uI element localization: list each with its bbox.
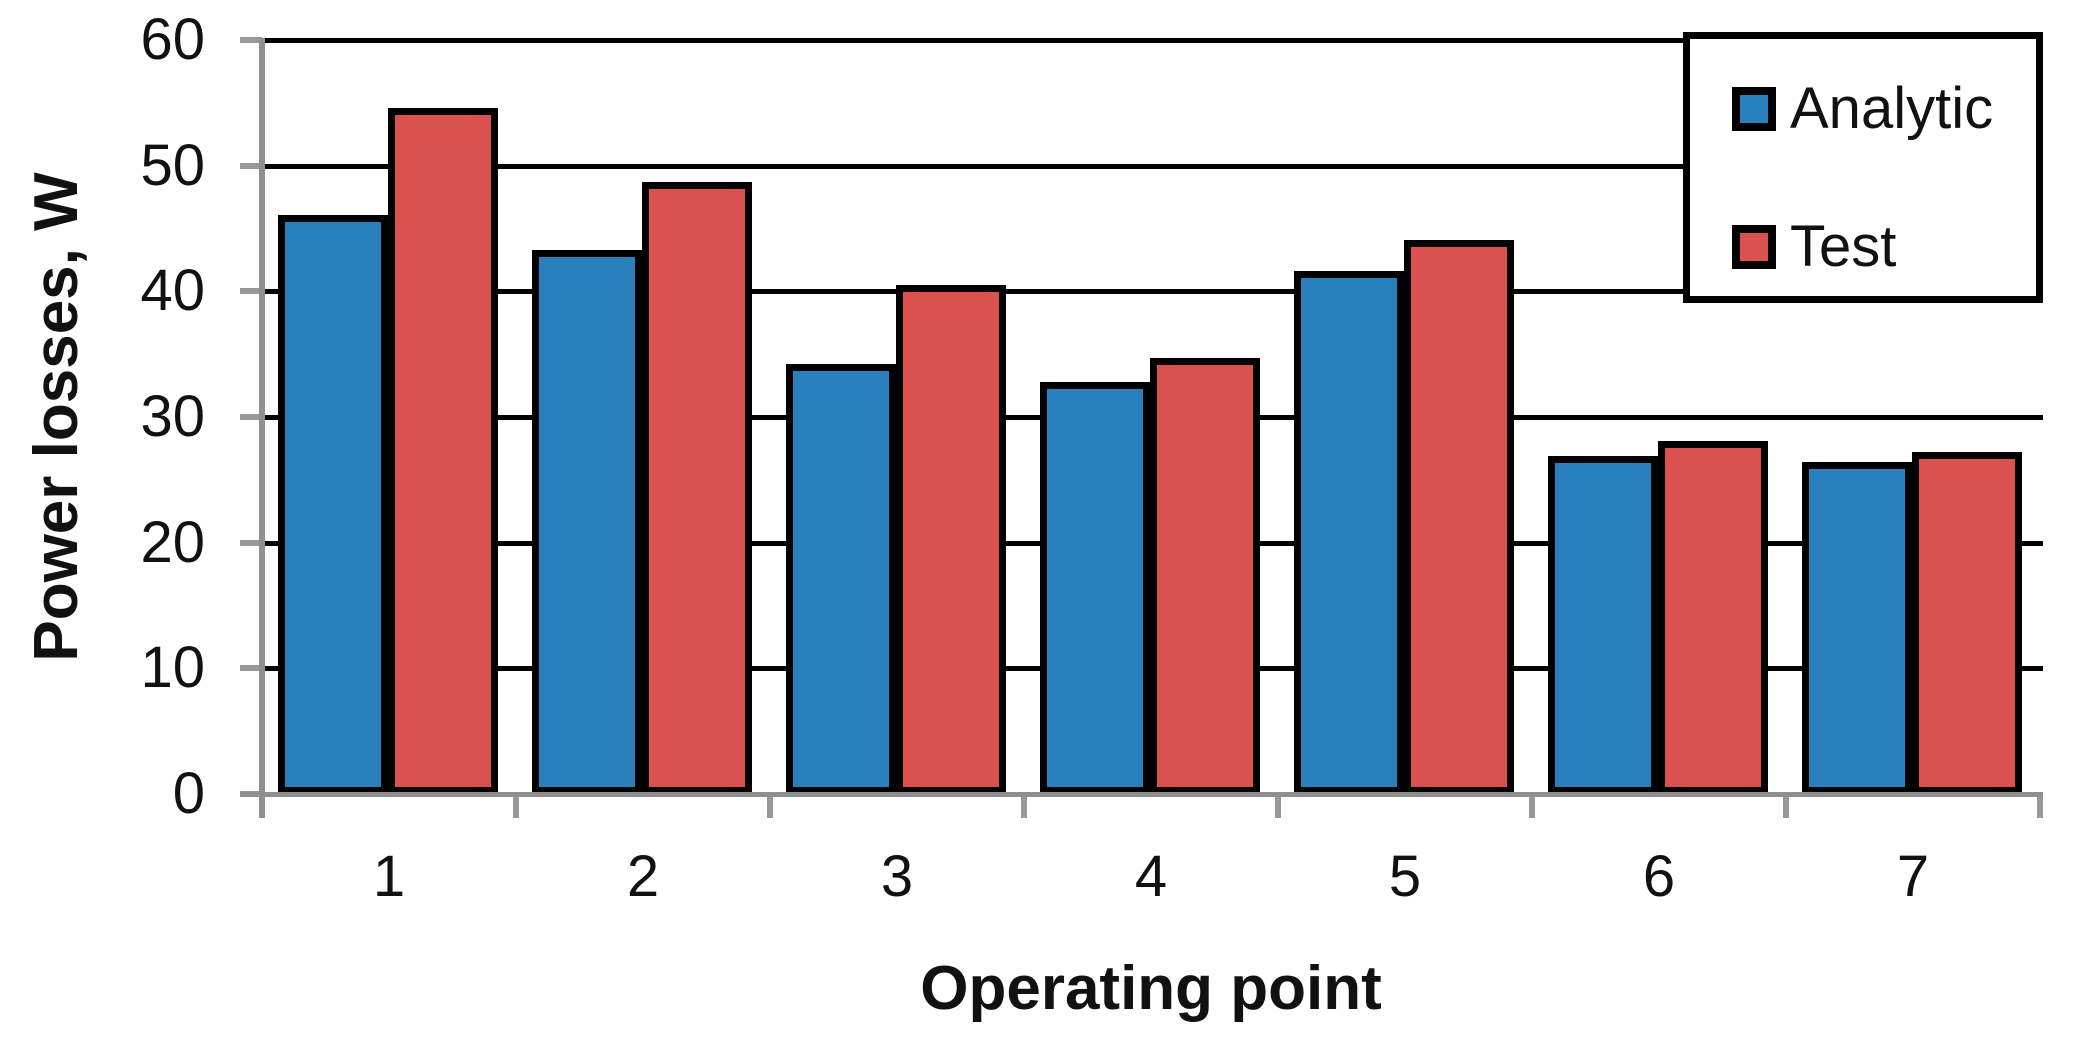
y-axis-tick-60: [240, 37, 262, 43]
x-axis-tick-5: [1529, 794, 1535, 818]
x-tick-label-3: 3: [880, 844, 914, 909]
y-tick-label-30: 30: [140, 384, 205, 449]
x-tick-label-5: 5: [1388, 844, 1422, 909]
bar-analytic-6: [1548, 455, 1658, 794]
gridline-50: [262, 163, 2043, 169]
y-axis-tick-50: [240, 162, 262, 169]
bar-analytic-2: [532, 249, 642, 794]
y-tick-label-0: 0: [172, 761, 205, 826]
y-axis-tick-40: [240, 288, 262, 295]
y-tick-label-20: 20: [140, 509, 205, 575]
y-tick-label-60: 60: [140, 7, 205, 72]
y-axis-tick-10: [240, 665, 262, 672]
bar-test-3: [896, 285, 1006, 794]
legend-label-test: Test: [1790, 214, 1897, 279]
legend-swatch-analytic: [1732, 87, 1776, 131]
x-axis-tick-1: [513, 794, 519, 818]
y-tick-label-40: 40: [140, 258, 205, 324]
legend: Analytic Test: [1683, 32, 2043, 303]
bar-test-5: [1404, 239, 1514, 794]
bar-analytic-5: [1294, 271, 1404, 794]
x-axis-tick-4: [1275, 794, 1281, 818]
x-axis-tick-6: [1783, 794, 1789, 818]
gridline-60: [262, 38, 2043, 43]
bar-test-7: [1912, 452, 2022, 794]
bar-test-1: [388, 107, 498, 794]
x-axis-title: Operating point: [920, 954, 1382, 1023]
x-axis-line: [240, 792, 2043, 797]
bar-analytic-1: [278, 214, 388, 794]
gridline-40: [262, 289, 2043, 295]
x-tick-label-1: 1: [372, 844, 406, 909]
bar-analytic-3: [786, 364, 896, 794]
y-axis-tick-30: [240, 414, 262, 420]
bar-test-2: [642, 182, 752, 794]
legend-item-analytic: Analytic: [1732, 79, 1993, 139]
bar-analytic-4: [1040, 381, 1150, 794]
x-axis-tick-3: [1021, 794, 1027, 818]
bar-test-4: [1150, 357, 1260, 794]
x-tick-label-6: 6: [1642, 844, 1676, 909]
x-axis-tick-7: [2037, 794, 2043, 818]
legend-item-test: Test: [1732, 217, 1896, 277]
bar-analytic-7: [1802, 462, 1912, 794]
y-axis-line: [259, 38, 265, 818]
bar-test-6: [1658, 440, 1768, 794]
x-tick-label-2: 2: [626, 844, 660, 909]
x-tick-label-4: 4: [1134, 844, 1168, 909]
y-axis-title: Power losses, W: [22, 172, 91, 662]
x-axis-tick-2: [767, 794, 773, 818]
x-tick-label-7: 7: [1896, 844, 1930, 909]
legend-label-analytic: Analytic: [1790, 76, 1994, 141]
legend-swatch-test: [1732, 225, 1776, 269]
y-axis-tick-20: [240, 539, 262, 546]
y-tick-label-10: 10: [140, 635, 205, 701]
y-tick-label-50: 50: [140, 132, 205, 198]
